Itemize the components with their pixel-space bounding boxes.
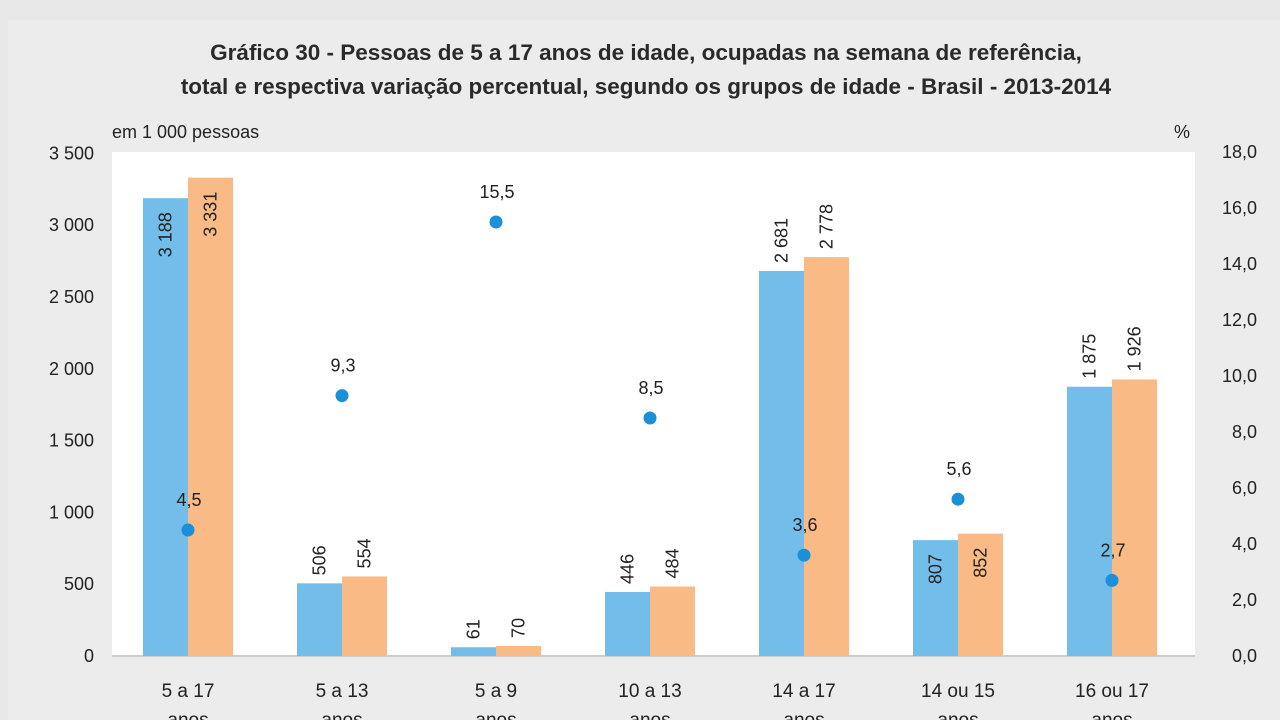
left-axis-unit: em 1 000 pessoas [112, 122, 259, 142]
left-tick-label: 3 000 [49, 215, 94, 235]
right-tick-label: 4,0 [1232, 534, 1257, 554]
left-tick-label: 2 500 [49, 287, 94, 307]
right-tick-label: 8,0 [1232, 422, 1257, 442]
change-point [1105, 573, 1119, 587]
change-point [797, 548, 811, 562]
left-axis-ticks: 0 500 1 000 1 500 2 000 2 500 3 000 3 500 [49, 143, 94, 666]
bar-2014 [188, 177, 233, 656]
bar-2014-value-label: 1 926 [1125, 326, 1145, 371]
change-point [489, 215, 503, 229]
category-label-sub: anos [629, 710, 670, 720]
bar-2013 [143, 198, 188, 657]
bar-2014-value-label: 70 [509, 618, 529, 638]
right-tick-label: 12,0 [1222, 310, 1257, 330]
bar-2014-value-label: 852 [971, 548, 991, 578]
category-label: 14 a 17 [772, 681, 835, 702]
left-tick-label: 3 500 [49, 143, 94, 163]
left-tick-label: 2 000 [49, 359, 94, 379]
category-label: 5 a 9 [475, 681, 517, 702]
change-point [951, 492, 965, 506]
chart-title-line-2: total e respectiva variação percentual, … [180, 74, 1112, 99]
bar-2013-value-label: 807 [926, 554, 946, 584]
change-point-label: 15,5 [479, 182, 514, 202]
category-label-sub: anos [1091, 710, 1132, 720]
bar-2013 [913, 540, 958, 656]
category-label-sub: anos [937, 710, 978, 720]
bar-2013-value-label: 446 [618, 554, 638, 584]
left-tick-label: 1 000 [49, 502, 94, 522]
bar-2014-value-label: 2 778 [817, 204, 837, 249]
chart-title-line-1: Gráfico 30 - Pessoas de 5 a 17 anos de i… [210, 40, 1082, 65]
right-tick-label: 14,0 [1222, 254, 1257, 274]
bar-2013-value-label: 61 [464, 619, 484, 639]
left-tick-label: 0 [84, 646, 94, 666]
change-points: 4,5 9,3 15,5 8,5 3,6 5,6 2,7 [176, 182, 1126, 587]
category-label: 10 a 13 [618, 681, 681, 702]
bar-2013-value-label: 1 875 [1080, 334, 1100, 379]
bar-2014 [650, 586, 695, 656]
change-point-label: 9,3 [330, 356, 355, 376]
category-label: 5 a 13 [316, 681, 369, 702]
bar-2014 [1112, 379, 1157, 656]
left-tick-label: 500 [64, 574, 94, 594]
plot-area [112, 152, 1195, 657]
bar-2014 [804, 257, 849, 656]
category-label-sub: anos [321, 710, 362, 720]
bar-2013-value-label: 2 681 [772, 218, 792, 263]
category-label-sub: anos [475, 710, 516, 720]
change-point-label: 4,5 [176, 490, 201, 510]
bar-2014-value-label: 3 331 [201, 192, 221, 237]
right-tick-label: 0,0 [1232, 646, 1257, 666]
category-label: 16 ou 17 [1075, 681, 1149, 702]
change-point-label: 8,5 [638, 378, 663, 398]
bar-2014-value-label: 554 [355, 538, 375, 568]
bar-2013 [759, 271, 804, 656]
bar-2014 [342, 576, 387, 656]
category-labels: 5 a 17 anos 5 a 13 anos 5 a 9 anos 10 a 13 anos… [162, 681, 1149, 720]
category-label: 5 a 17 [162, 681, 215, 702]
chart-title: Gráfico 30 - Pessoas de 5 a 17 anos de i… [0, 36, 1280, 104]
right-tick-label: 16,0 [1222, 198, 1257, 218]
bar-2013-value-label: 3 188 [156, 212, 176, 257]
right-axis-ticks: 0,0 2,0 4,0 6,0 8,0 10,0 12,0 14,0 16,0 18,0 [1222, 142, 1257, 666]
change-point [335, 389, 349, 403]
right-tick-label: 10,0 [1222, 366, 1257, 386]
change-point [181, 523, 195, 537]
change-point-label: 3,6 [792, 515, 817, 535]
bar-2014 [958, 533, 1003, 656]
right-axis-unit: % [1174, 122, 1190, 142]
change-point [643, 411, 657, 425]
bar-2013-value-label: 506 [310, 545, 330, 575]
right-tick-label: 2,0 [1232, 590, 1257, 610]
change-point-label: 2,7 [1100, 540, 1125, 560]
bar-2014 [496, 645, 541, 656]
bar-2013 [451, 647, 496, 656]
right-tick-label: 18,0 [1222, 142, 1257, 162]
bar-2013 [297, 583, 342, 656]
category-label-sub: anos [167, 710, 208, 720]
bar-2014-value-label: 484 [663, 548, 683, 578]
category-label-sub: anos [783, 710, 824, 720]
bar-2013 [605, 591, 650, 656]
right-tick-label: 6,0 [1232, 478, 1257, 498]
bar-2013 [1067, 386, 1112, 656]
category-label: 14 ou 15 [921, 681, 995, 702]
left-tick-label: 1 500 [49, 431, 94, 451]
bars: 3 188 3 331 506 554 61 70 446 484 2 681 2 778 807 8… [143, 177, 1157, 657]
change-point-label: 5,6 [946, 459, 971, 479]
